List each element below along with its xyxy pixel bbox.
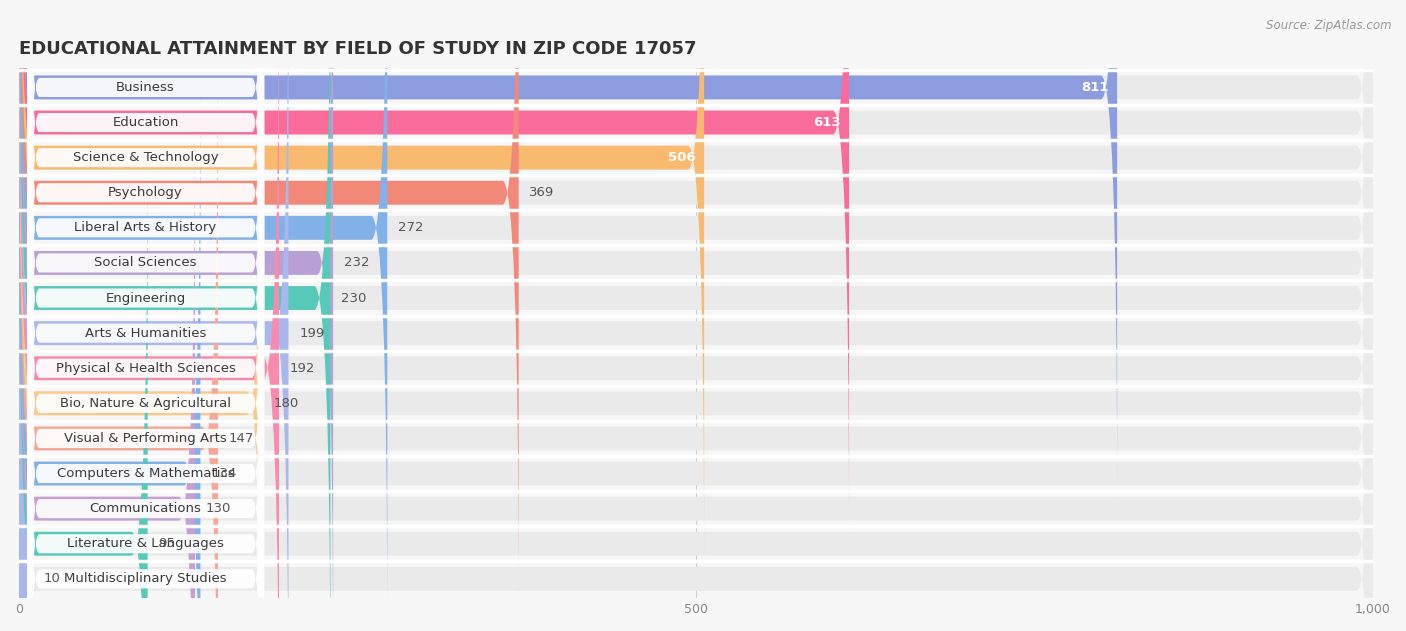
FancyBboxPatch shape [20,29,218,631]
FancyBboxPatch shape [20,29,1374,631]
Text: 811: 811 [1081,81,1109,94]
FancyBboxPatch shape [27,0,264,394]
FancyBboxPatch shape [20,0,1374,497]
FancyBboxPatch shape [27,62,264,631]
FancyBboxPatch shape [20,170,1374,631]
FancyBboxPatch shape [20,0,330,631]
FancyBboxPatch shape [20,99,195,631]
FancyBboxPatch shape [20,134,148,631]
Text: 230: 230 [342,292,367,305]
Text: Engineering: Engineering [105,292,186,305]
Text: 199: 199 [299,327,325,339]
Text: 95: 95 [159,537,176,550]
Text: Source: ZipAtlas.com: Source: ZipAtlas.com [1267,19,1392,32]
FancyBboxPatch shape [20,64,201,631]
FancyBboxPatch shape [20,0,278,631]
Text: Psychology: Psychology [108,186,183,199]
FancyBboxPatch shape [20,64,1374,631]
FancyBboxPatch shape [20,134,1374,631]
FancyBboxPatch shape [20,0,1374,631]
Text: Liberal Arts & History: Liberal Arts & History [75,221,217,234]
Text: 130: 130 [205,502,231,515]
Text: 180: 180 [274,397,299,410]
Text: Communications: Communications [90,502,201,515]
Text: Arts & Humanities: Arts & Humanities [84,327,207,339]
FancyBboxPatch shape [27,0,264,429]
Text: Computers & Mathematics: Computers & Mathematics [56,467,235,480]
FancyBboxPatch shape [20,0,263,631]
Text: 272: 272 [398,221,423,234]
Text: Bio, Nature & Agricultural: Bio, Nature & Agricultural [60,397,231,410]
FancyBboxPatch shape [20,0,1374,631]
Text: Multidisciplinary Studies: Multidisciplinary Studies [65,572,226,586]
FancyBboxPatch shape [27,132,264,631]
Text: Science & Technology: Science & Technology [73,151,218,164]
Text: Visual & Performing Arts: Visual & Performing Arts [65,432,226,445]
Text: 147: 147 [229,432,254,445]
FancyBboxPatch shape [27,167,264,631]
Text: Physical & Health Sciences: Physical & Health Sciences [56,362,236,375]
FancyBboxPatch shape [20,0,288,631]
FancyBboxPatch shape [20,0,1374,567]
FancyBboxPatch shape [27,0,264,464]
FancyBboxPatch shape [27,0,264,534]
FancyBboxPatch shape [27,273,264,631]
Text: 134: 134 [211,467,236,480]
FancyBboxPatch shape [17,170,35,631]
Text: 613: 613 [813,116,841,129]
Text: Social Sciences: Social Sciences [94,256,197,269]
FancyBboxPatch shape [20,0,1374,631]
FancyBboxPatch shape [20,0,333,631]
Text: 192: 192 [290,362,315,375]
FancyBboxPatch shape [20,0,704,567]
FancyBboxPatch shape [20,0,1118,497]
Text: EDUCATIONAL ATTAINMENT BY FIELD OF STUDY IN ZIP CODE 17057: EDUCATIONAL ATTAINMENT BY FIELD OF STUDY… [20,40,696,58]
Text: 369: 369 [530,186,555,199]
FancyBboxPatch shape [27,27,264,631]
Text: Business: Business [117,81,174,94]
Text: 506: 506 [668,151,696,164]
FancyBboxPatch shape [20,0,1374,602]
FancyBboxPatch shape [27,0,264,499]
FancyBboxPatch shape [20,0,1374,532]
FancyBboxPatch shape [20,0,1374,631]
Text: Education: Education [112,116,179,129]
FancyBboxPatch shape [20,99,1374,631]
FancyBboxPatch shape [20,0,387,631]
FancyBboxPatch shape [27,0,264,604]
FancyBboxPatch shape [27,237,264,631]
FancyBboxPatch shape [27,203,264,631]
FancyBboxPatch shape [20,0,849,532]
Text: 10: 10 [44,572,60,586]
Text: 232: 232 [344,256,370,269]
FancyBboxPatch shape [27,97,264,631]
FancyBboxPatch shape [20,0,519,602]
Text: Literature & Languages: Literature & Languages [67,537,224,550]
FancyBboxPatch shape [27,0,264,569]
FancyBboxPatch shape [20,0,1374,631]
FancyBboxPatch shape [20,0,1374,631]
